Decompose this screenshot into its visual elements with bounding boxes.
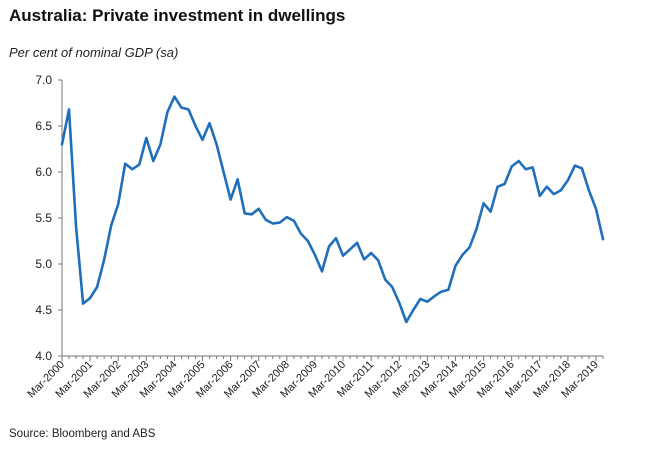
series-group	[60, 95, 605, 324]
chart-title: Australia: Private investment in dwellin…	[9, 6, 346, 25]
y-axis-ticks: 4.0 4.5 5.0 5.5 6.0 6.5 7.0	[35, 73, 62, 363]
series-line	[60, 95, 605, 324]
y-tick-label: 4.0	[35, 349, 52, 363]
x-axis-ticks: Mar-2000Mar-2001Mar-2002Mar-2003Mar-2004…	[25, 356, 604, 400]
y-axis-label: Per cent of nominal GDP (sa)	[9, 45, 179, 60]
y-tick-label: 5.5	[35, 211, 52, 225]
y-tick-label: 6.0	[35, 165, 52, 179]
source-note: Source: Bloomberg and ABS	[9, 428, 156, 440]
y-tick-label: 7.0	[35, 73, 52, 87]
y-tick-label: 4.5	[35, 303, 52, 317]
axes	[61, 80, 603, 357]
y-tick-label: 5.0	[35, 257, 52, 271]
y-tick-label: 6.5	[35, 119, 52, 133]
